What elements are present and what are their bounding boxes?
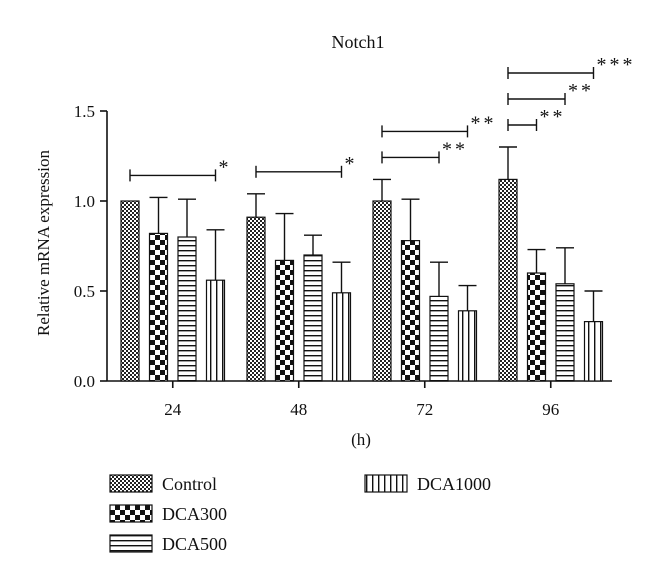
legend-swatch-DCA1000: [364, 474, 408, 493]
bar-DCA300-96: [526, 272, 547, 382]
legend-swatch-DCA500: [109, 534, 153, 553]
x-tick-label: 72: [416, 400, 433, 419]
significance-label: *: [219, 156, 232, 178]
x-tick-label: 24: [164, 400, 182, 419]
legend-label-Control: Control: [162, 474, 217, 494]
bar-Control-24: [120, 200, 140, 382]
y-tick-label: 0.5: [74, 282, 95, 301]
bar-Control-48: [246, 216, 266, 382]
bar-DCA500-24: [177, 236, 197, 382]
legend-label-DCA300: DCA300: [162, 504, 227, 524]
bar-DCA1000-72: [457, 310, 478, 382]
y-tick-label: 1.5: [74, 102, 95, 121]
legend-label-DCA1000: DCA1000: [417, 474, 491, 494]
chart-title: Notch1: [332, 32, 385, 52]
x-axis-label: (h): [351, 430, 371, 449]
y-tick-label: 1.0: [74, 192, 95, 211]
significance-label: ***: [597, 54, 636, 76]
bar-DCA300-24: [148, 232, 169, 382]
significance-label: **: [540, 106, 566, 128]
significance-label: **: [442, 138, 468, 160]
significance-label: **: [568, 80, 594, 102]
bar-DCA300-72: [400, 240, 421, 382]
y-tick-label: 0.0: [74, 372, 95, 391]
legend-swatch-DCA300: [109, 504, 153, 523]
y-axis-label: Relative mRNA expression: [34, 149, 53, 336]
bar-DCA500-72: [429, 295, 449, 382]
x-tick-label: 48: [290, 400, 307, 419]
significance-label: **: [471, 112, 497, 134]
bar-Control-96: [498, 178, 518, 382]
bar-DCA1000-96: [583, 321, 604, 382]
bar-DCA500-48: [303, 254, 323, 382]
bar-Control-72: [372, 200, 392, 382]
legend-swatch-Control: [109, 474, 153, 493]
legend-label-DCA500: DCA500: [162, 534, 227, 554]
bar-DCA1000-48: [331, 292, 352, 382]
bar-DCA500-96: [555, 283, 575, 382]
bar-DCA300-48: [274, 259, 295, 382]
significance-label: *: [345, 153, 358, 175]
x-tick-label: 96: [542, 400, 559, 419]
bar-DCA1000-24: [205, 279, 226, 382]
